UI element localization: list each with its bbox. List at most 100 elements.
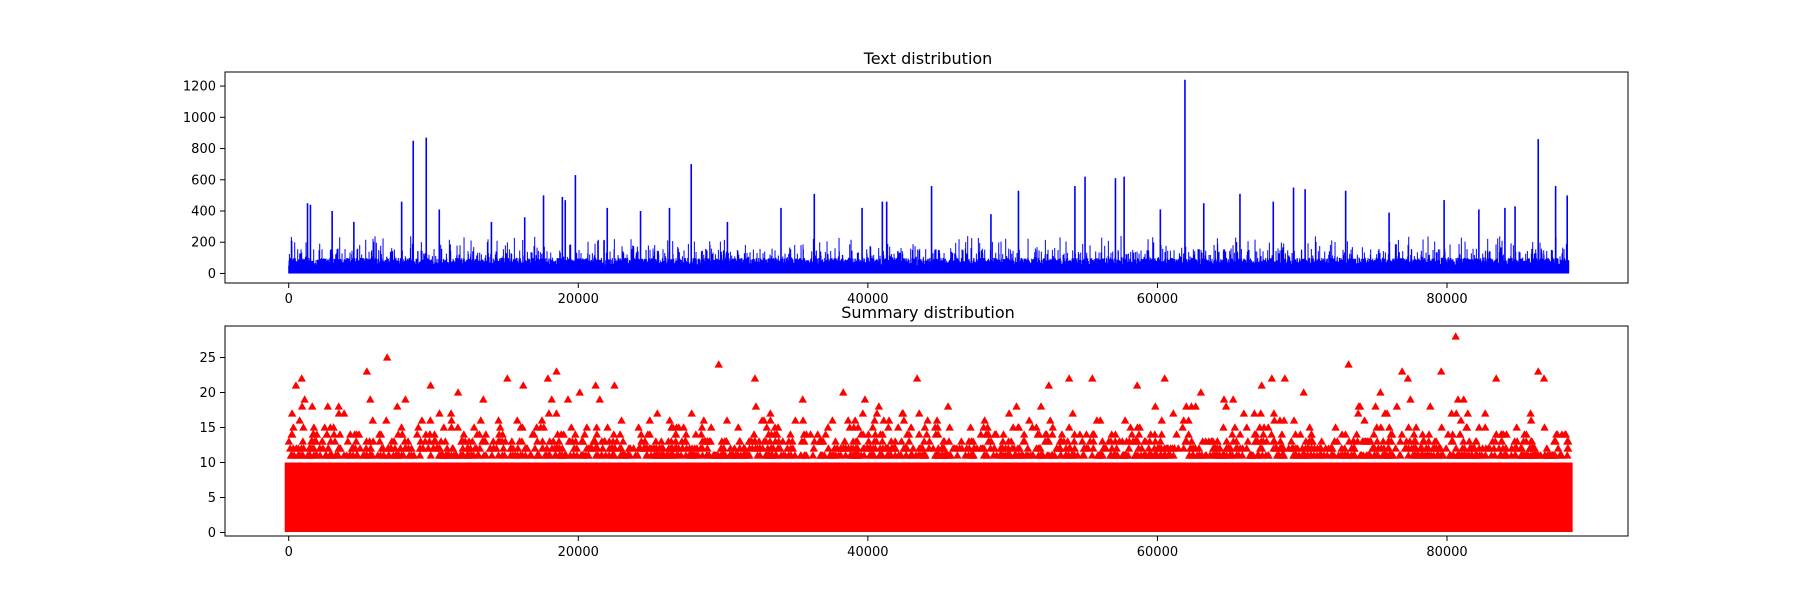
scatter-marker	[1174, 444, 1183, 452]
scatter-marker	[1172, 430, 1181, 438]
scatter-marker	[841, 444, 851, 452]
scatter-marker	[615, 430, 625, 438]
scatter-marker	[1337, 430, 1347, 438]
scatter-marker	[1048, 430, 1057, 438]
scatter-marker	[447, 416, 456, 424]
scatter-marker	[1009, 444, 1019, 452]
scatter-marker	[1267, 430, 1276, 438]
scatter-marker	[990, 444, 999, 452]
scatter-marker-outlier	[543, 374, 553, 382]
scatter-marker-outlier	[610, 381, 619, 389]
scatter-marker	[309, 423, 319, 431]
scatter-marker	[1451, 444, 1461, 452]
scatter-marker	[603, 423, 612, 431]
scatter-marker	[1447, 437, 1456, 445]
scatter-marker	[1213, 437, 1222, 445]
scatter-marker	[508, 451, 518, 459]
scatter-marker	[1507, 444, 1516, 452]
scatter-marker	[537, 416, 547, 424]
scatter-marker	[1133, 423, 1142, 431]
scatter-marker	[1034, 444, 1043, 452]
scatter-marker-outlier	[575, 388, 584, 396]
scatter-marker	[434, 451, 444, 459]
scatter-marker	[1470, 444, 1479, 452]
scatter-marker	[377, 444, 387, 452]
scatter-marker	[968, 437, 978, 445]
scatter-marker	[1424, 430, 1434, 438]
scatter-marker	[415, 451, 425, 459]
scatter-marker	[1131, 451, 1140, 459]
x-axis: 0 20000 40000 60000 80000	[285, 536, 1468, 560]
scatter-marker-outlier	[1088, 374, 1097, 382]
scatter-marker	[685, 444, 694, 452]
scatter-marker	[1169, 409, 1178, 417]
scatter-marker	[1291, 430, 1300, 438]
scatter-marker	[1056, 451, 1065, 459]
y-tick-label: 1200	[183, 80, 216, 95]
y-tick-label: 200	[191, 236, 216, 251]
scatter-marker-outlier	[714, 360, 723, 368]
scatter-marker	[1044, 437, 1054, 445]
scatter-marker	[533, 437, 542, 445]
scatter-marker	[833, 444, 842, 452]
scatter-marker	[1001, 444, 1010, 452]
scatter-marker	[567, 423, 576, 431]
scatter-marker	[1370, 451, 1379, 459]
scatter-marker	[1269, 437, 1278, 445]
scatter-marker-outlier	[1376, 388, 1385, 396]
scatter-marker	[1436, 444, 1445, 452]
scatter-marker	[352, 451, 361, 459]
scatter-marker	[1352, 430, 1361, 438]
scatter-marker	[1017, 451, 1026, 459]
scatter-marker	[1300, 451, 1309, 459]
scatter-marker	[1041, 430, 1050, 438]
scatter-marker	[329, 430, 339, 438]
scatter-marker	[570, 444, 579, 452]
scatter-marker	[755, 444, 765, 452]
scatter-marker	[1294, 451, 1304, 459]
scatter-marker	[991, 430, 1001, 438]
scatter-marker	[415, 444, 425, 452]
scatter-marker	[716, 451, 726, 459]
scatter-marker	[1181, 437, 1190, 445]
scatter-marker	[1475, 451, 1484, 459]
scatter-marker	[1025, 416, 1034, 424]
scatter-marker	[339, 451, 349, 459]
scatter-marker-outlier	[1299, 388, 1308, 396]
plot-area	[288, 79, 1570, 274]
scatter-marker	[1104, 437, 1113, 445]
scatter-marker	[1146, 430, 1155, 438]
scatter-marker	[592, 430, 602, 438]
scatter-marker	[320, 423, 329, 431]
scatter-marker	[800, 437, 809, 445]
scatter-marker	[425, 430, 435, 438]
y-axis: 0 200 400 600 800 1000 1200	[183, 80, 225, 282]
scatter-marker	[1139, 451, 1149, 459]
scatter-marker	[1382, 409, 1392, 417]
scatter-marker	[1467, 451, 1477, 459]
scatter-marker	[762, 423, 771, 431]
scatter-marker	[1388, 430, 1397, 438]
scatter-marker	[1111, 430, 1120, 438]
scatter-marker	[417, 416, 427, 424]
scatter-marker	[453, 423, 463, 431]
scatter-marker	[915, 451, 925, 459]
scatter-marker	[589, 437, 598, 445]
scatter-marker	[565, 437, 575, 445]
scatter-marker	[373, 451, 383, 459]
scatter-marker	[1239, 409, 1249, 417]
x-tick-label: 40000	[847, 292, 888, 307]
scatter-marker	[858, 409, 868, 417]
scatter-marker	[1056, 444, 1065, 452]
scatter-marker	[1068, 409, 1077, 417]
scatter-marker	[735, 444, 744, 452]
scatter-marker	[322, 451, 331, 459]
scatter-marker	[980, 416, 989, 424]
scatter-marker	[530, 444, 540, 452]
scatter-marker	[863, 444, 873, 452]
scatter-marker	[462, 451, 472, 459]
scatter-marker	[396, 444, 405, 452]
y-tick-label: 25	[199, 351, 216, 366]
scatter-marker	[1530, 451, 1539, 459]
scatter-marker-outlier	[1280, 374, 1290, 382]
